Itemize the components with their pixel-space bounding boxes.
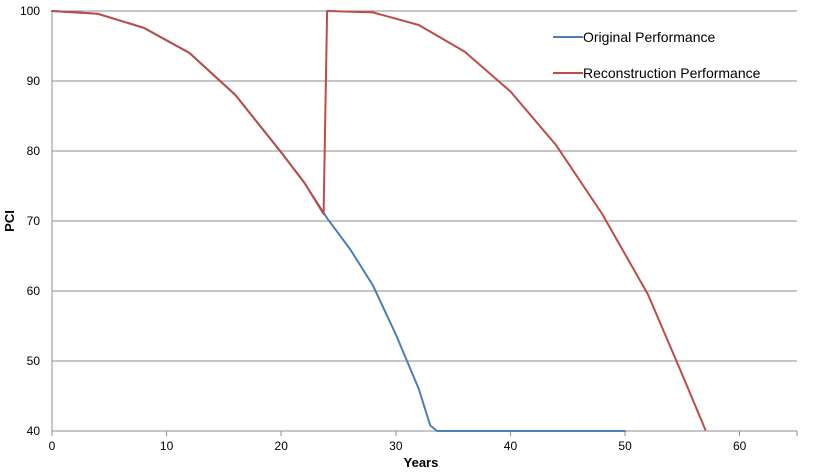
y-tick-label: 40 [27,424,41,438]
y-axis-title: PCI [2,210,17,232]
x-tick-label: 30 [389,439,403,453]
axes: 40 50 60 70 80 90 100 0 10 20 30 40 50 60 [20,4,798,453]
legend: Original Performance Reconstruction Perfo… [553,29,761,81]
y-tick-label: 50 [27,354,41,368]
y-tick-label: 60 [27,284,41,298]
legend-label-2: Reconstruction Performance [583,65,761,81]
x-tick-label: 60 [733,439,747,453]
x-tick-label: 50 [618,439,632,453]
x-tick-label: 20 [275,439,289,453]
gridlines [52,10,797,432]
y-tick-label: 90 [27,74,41,88]
series-line-2 [51,10,707,431]
y-tick-label: 100 [20,4,40,18]
x-tick-label: 40 [504,439,518,453]
x-axis-title: Years [404,455,439,470]
series-lines [51,10,707,432]
y-tick-label: 70 [27,214,41,228]
x-tick-label: 10 [160,439,174,453]
y-tick-label: 80 [27,144,41,158]
legend-label-1: Original Performance [583,29,715,45]
x-tick-label: 0 [49,439,56,453]
